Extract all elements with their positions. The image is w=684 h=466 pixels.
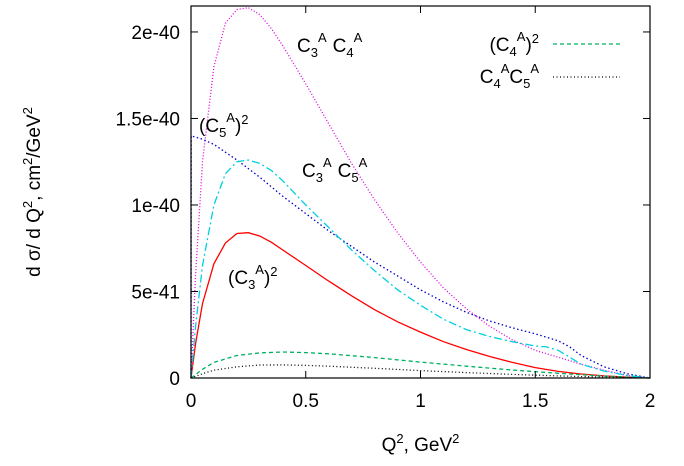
x-tick-label: 1.5 <box>522 391 548 412</box>
ticks: 0 0.5 1 1.5 2 0 5e-41 1e-40 1.5e-40 2e-40 <box>116 6 656 412</box>
annotation-c5-squared: (C5A)2 <box>199 110 249 140</box>
legend: (C4A)2 C4AC5A <box>480 29 620 91</box>
annotation-c3-c4: C3A C4A <box>297 30 363 60</box>
curves <box>190 7 651 379</box>
y-tick-label: 5e-41 <box>131 282 180 303</box>
x-tick-label: 2 <box>645 391 656 412</box>
y-tick-label: 0 <box>169 369 180 390</box>
y-axis-label: d σ/ d Q2, cm2/GeV2 <box>20 107 45 277</box>
x-axis-label: Q2, GeV2 <box>382 431 460 456</box>
legend-label-c4-squared: (C4A)2 <box>489 29 539 59</box>
x-tick-label: 1 <box>415 391 426 412</box>
x-tick-label: 0.5 <box>293 391 319 412</box>
annotation-c3-c5: C3A C5A <box>302 155 368 185</box>
series-c3-c5 <box>190 159 651 379</box>
plot-frame <box>190 5 651 379</box>
annotation-c3-squared: (C3A)2 <box>228 262 278 292</box>
y-tick-label: 1e-40 <box>131 196 180 217</box>
x-tick-label: 0 <box>186 391 197 412</box>
legend-label-c4-c5: C4AC5A <box>480 61 540 91</box>
y-tick-label: 1.5e-40 <box>116 109 180 130</box>
series-c3-squared <box>190 232 651 379</box>
series-c4-squared <box>190 351 651 379</box>
series-c3-c4 <box>190 7 651 379</box>
series-c4-c5 <box>190 364 651 379</box>
series-c5-squared <box>190 134 651 379</box>
y-tick-label: 2e-40 <box>131 23 180 44</box>
